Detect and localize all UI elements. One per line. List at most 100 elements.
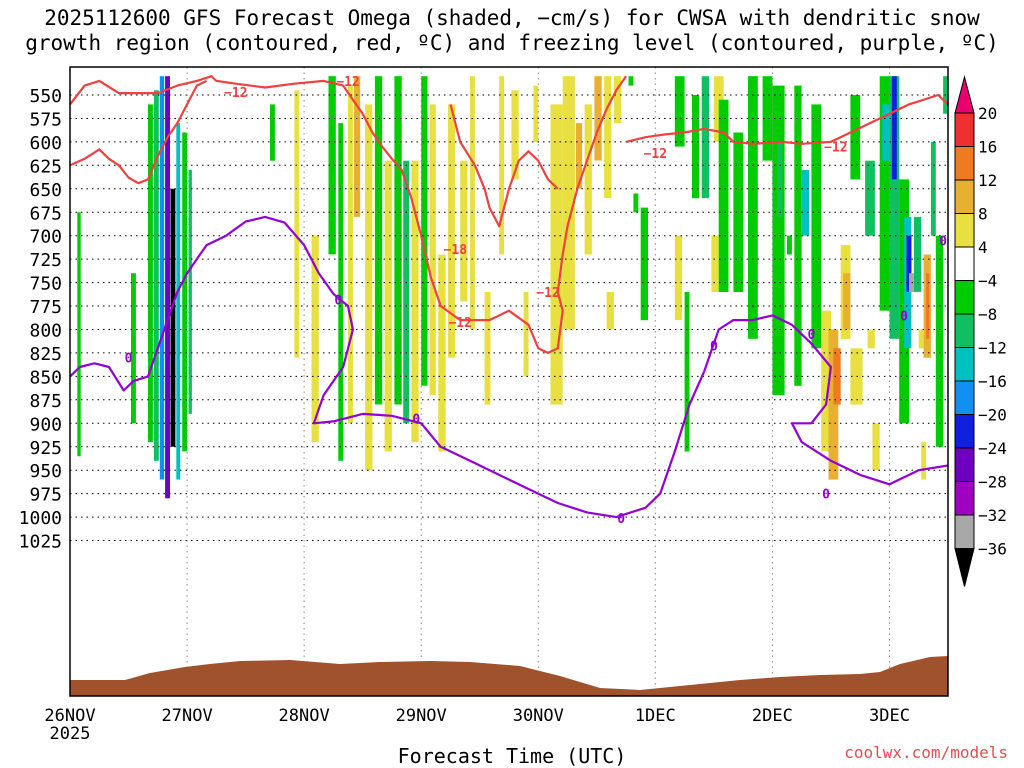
y-tick-label: 1025: [19, 532, 62, 553]
y-tick-label: 650: [29, 180, 62, 201]
contour-lines: [69, 75, 949, 519]
colorbar-segment: [954, 280, 975, 315]
omega-band: [906, 235, 912, 292]
omega-band: [691, 95, 700, 199]
dgz-label: −12: [644, 147, 667, 162]
colorbar: 20 16 12 8 4 −4 −8 −12 −16 −20 −24 −28 −32 −36: [954, 75, 1007, 587]
omega-band: [674, 235, 683, 321]
colorbar-label: −32: [978, 506, 1007, 525]
omega-band: [294, 90, 300, 358]
omega-band: [762, 76, 773, 161]
colorbar-label: −16: [978, 372, 1007, 391]
colorbar-segment: [954, 414, 975, 449]
omega-band: [484, 292, 491, 405]
omega-band: [365, 104, 373, 471]
omega-band: [811, 104, 822, 349]
plot-frame: [69, 66, 949, 697]
y-tick-label: 825: [29, 344, 62, 365]
omega-band: [562, 76, 575, 330]
omega-band: [348, 85, 353, 424]
omega-band: [575, 123, 583, 189]
freezing-level-label: 0: [617, 512, 625, 527]
x-tick-label: 30NOV: [513, 706, 564, 726]
omega-band: [850, 95, 861, 180]
omega-band: [821, 310, 831, 452]
title-line-1: 2025112600 GFS Forecast Omega (shaded, −…: [44, 6, 980, 30]
omega-band: [338, 123, 344, 461]
omega-band: [748, 76, 758, 339]
omega-band: [921, 442, 927, 480]
omega-band: [448, 104, 456, 358]
freezing-level-label: 0: [822, 488, 830, 503]
x-tick-label: 27NOV: [162, 706, 213, 726]
omega-band: [188, 170, 192, 414]
colorbar-segment: [954, 246, 975, 281]
colorbar-segment: [954, 447, 975, 482]
omega-band: [633, 193, 639, 213]
title-line-2: growth region (contoured, red, ºC) and f…: [25, 31, 999, 55]
chart-title: 2025112600 GFS Forecast Omega (shaded, −…: [0, 6, 1024, 56]
omega-band: [918, 329, 924, 349]
omega-band: [170, 188, 176, 447]
y-tick-label: 875: [29, 391, 62, 412]
x-axis: 26NOV 27NOV 28NOV 29NOV 30NOV 1DEC 2DEC 3DEC 202…: [44, 706, 910, 744]
colorbar-label: −36: [978, 540, 1007, 559]
omega-band: [872, 423, 880, 471]
x-axis-year: 2025: [50, 724, 91, 744]
omega-band: [865, 160, 875, 236]
colorbar-segment: [954, 179, 975, 214]
omega-band: [533, 85, 539, 142]
y-tick-label: 775: [29, 297, 62, 318]
y-tick-label: 950: [29, 461, 62, 482]
omega-band: [935, 235, 944, 447]
omega-band: [843, 273, 851, 330]
freezing-level-label: 0: [334, 294, 342, 309]
omega-band: [438, 254, 446, 452]
dgz-contour-minus12: [69, 75, 628, 354]
omega-band: [77, 212, 81, 457]
omega-band: [153, 90, 159, 461]
dgz-label: −12: [824, 141, 847, 156]
omega-band: [613, 76, 622, 124]
y-tick-label: 725: [29, 250, 62, 271]
y-tick-label: 550: [29, 86, 62, 107]
y-tick-label: 925: [29, 438, 62, 459]
omega-band: [411, 160, 419, 443]
omega-band: [403, 160, 410, 424]
colorbar-top-arrow: [954, 75, 975, 114]
colorbar-label: −28: [978, 473, 1007, 492]
freezing-level-label: 0: [125, 352, 133, 367]
colorbar-segment: [954, 213, 975, 248]
x-tick-label: 28NOV: [279, 706, 330, 726]
colorbar-segment: [954, 112, 975, 147]
ground-terrain: [70, 656, 948, 696]
omega-band: [394, 76, 402, 405]
omega-band: [550, 104, 563, 405]
terrain-fill: [70, 656, 948, 696]
dgz-label: −12: [448, 316, 471, 331]
omega-band: [511, 90, 519, 180]
omega-band: [882, 104, 890, 161]
colorbar-label: 12: [978, 171, 997, 190]
colorbar-label: −24: [978, 439, 1007, 458]
y-tick-label: 800: [29, 321, 62, 342]
omega-band: [604, 76, 612, 199]
omega-band: [777, 141, 783, 217]
omega-band: [499, 76, 505, 255]
omega-band: [787, 235, 792, 255]
y-tick-label: 1000: [19, 508, 62, 529]
omega-band: [311, 235, 319, 443]
omega-band: [718, 99, 729, 292]
omega-band: [374, 76, 383, 405]
omega-band: [384, 160, 392, 452]
freezing-level-label: 0: [939, 234, 947, 249]
colorbar-label: −20: [978, 406, 1007, 425]
y-tick-label: 625: [29, 156, 62, 177]
y-tick-label: 700: [29, 227, 62, 248]
omega-band: [628, 76, 634, 86]
y-tick-label: 850: [29, 367, 62, 388]
dgz-label: −12: [536, 286, 559, 301]
dgz-contour-minus18: [449, 104, 559, 228]
